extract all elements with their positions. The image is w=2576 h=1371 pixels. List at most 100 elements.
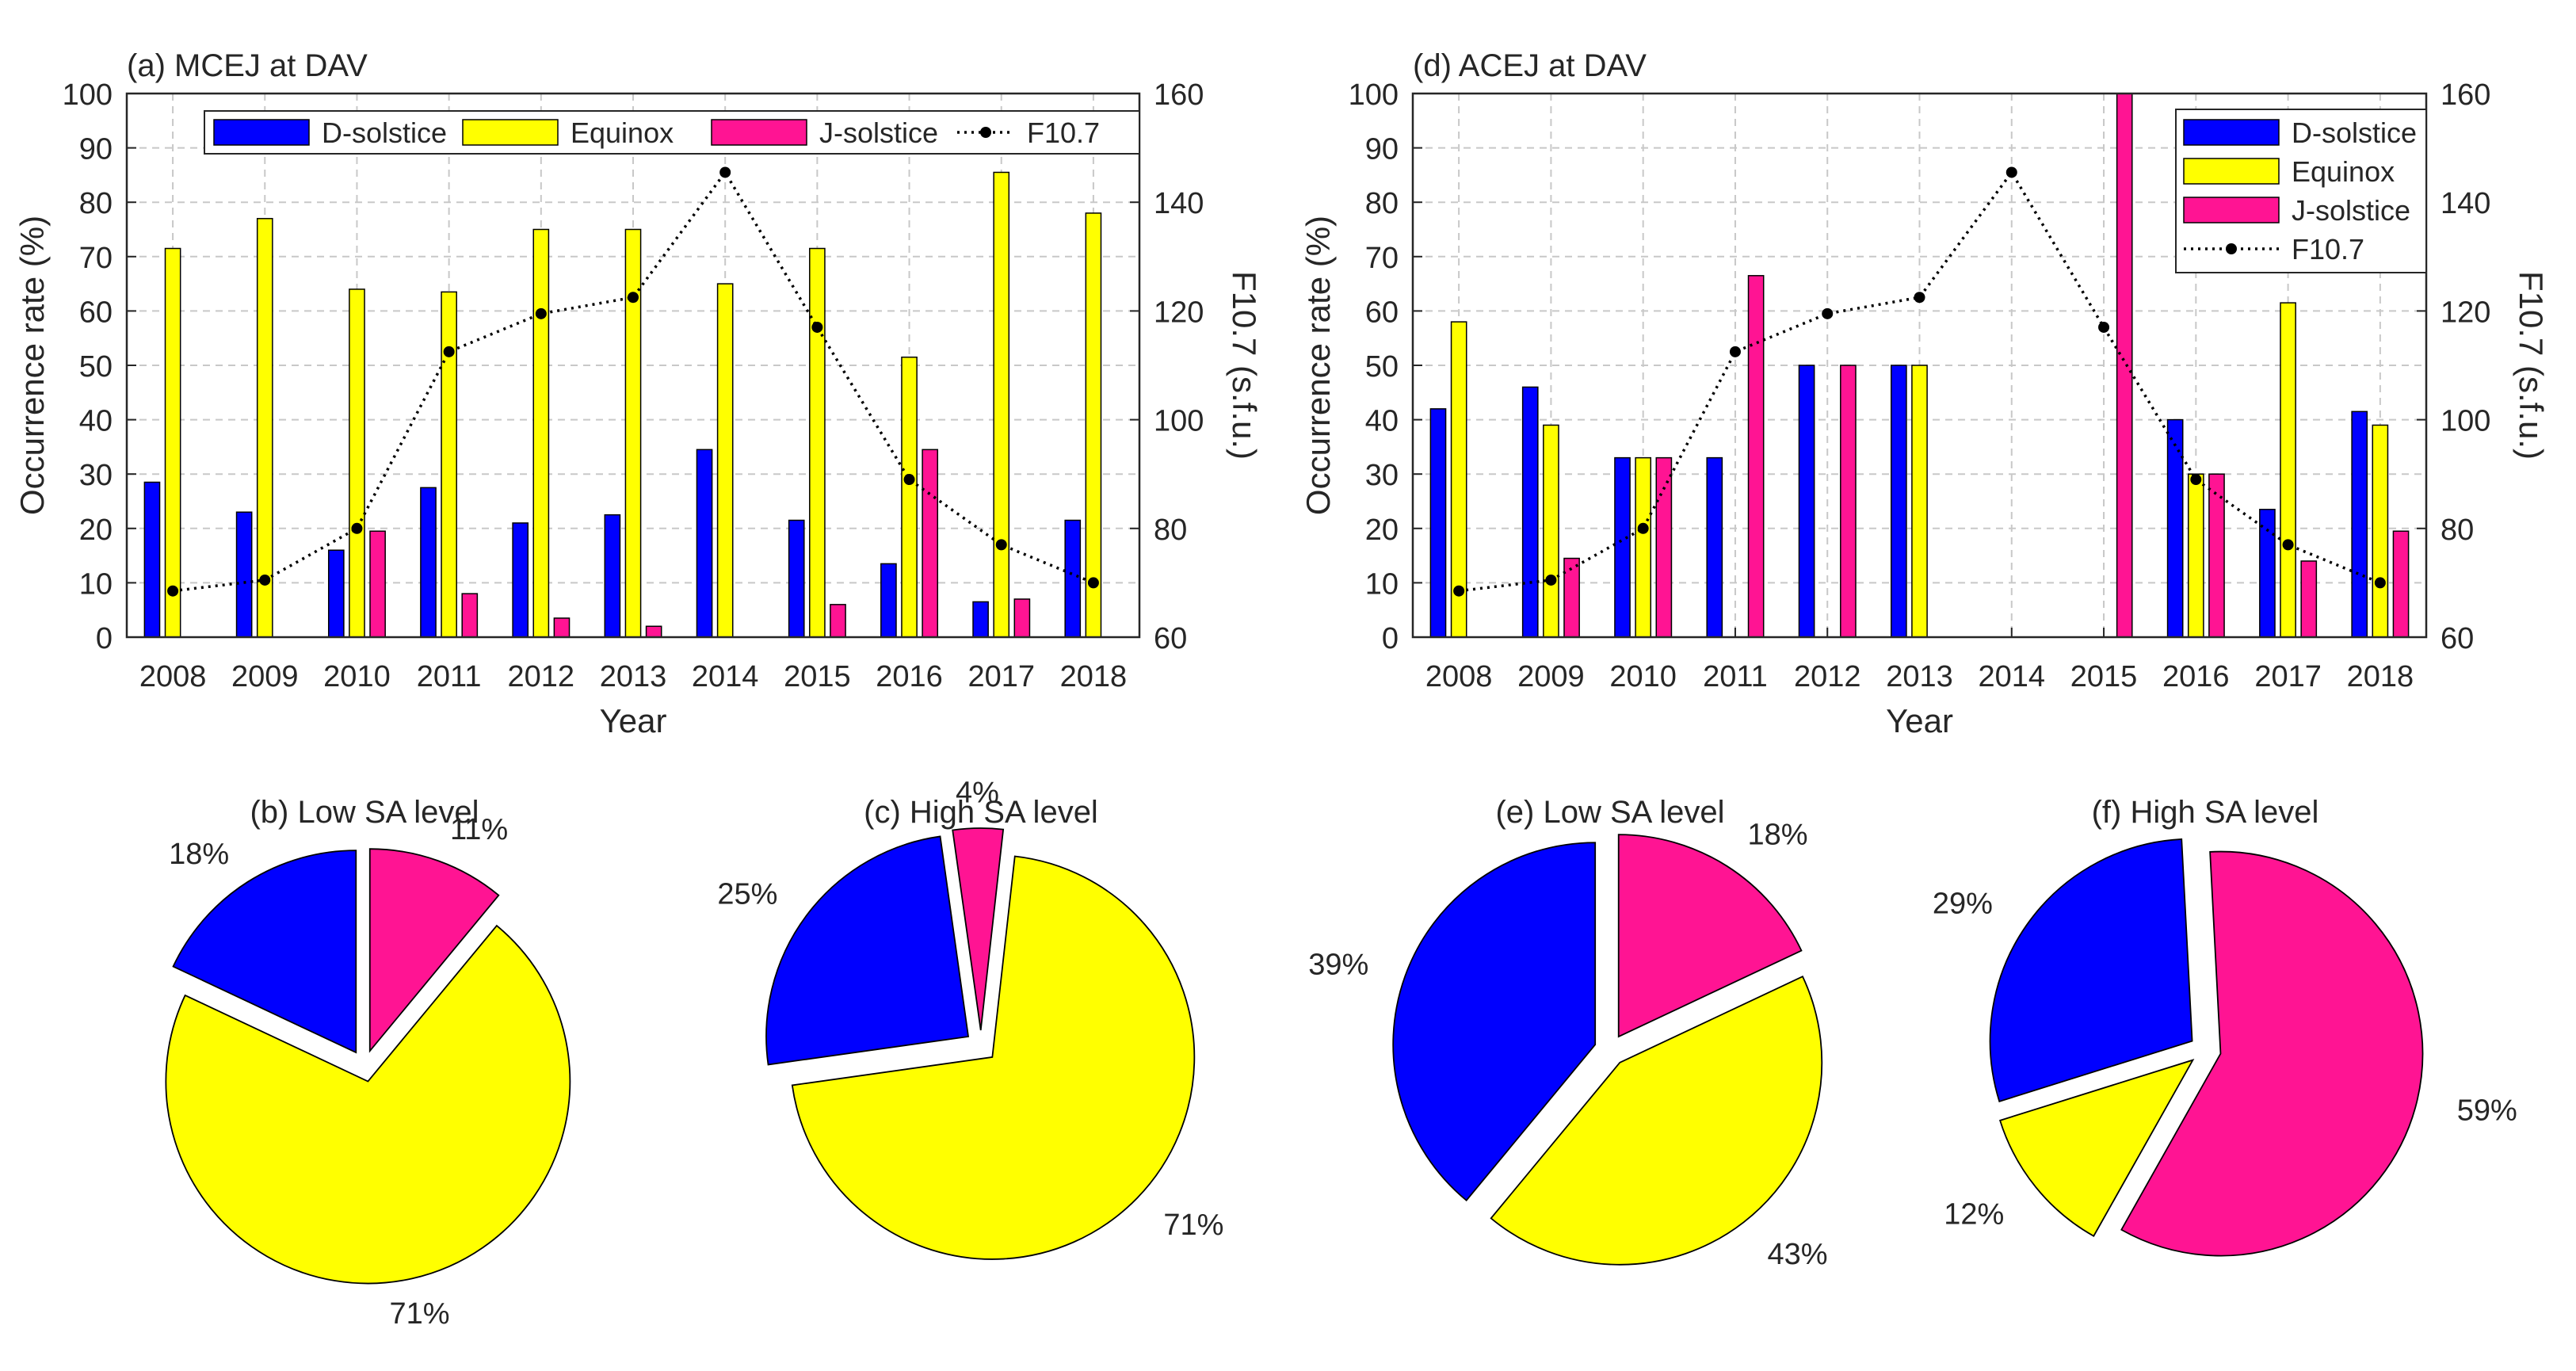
f107-point-2012 (1822, 307, 1834, 319)
legend-swatch-j-solstice (711, 119, 807, 146)
f107-point-2010 (351, 522, 363, 534)
bar-j-solstice-2017 (2300, 560, 2318, 638)
x-axis-label: Year (1886, 702, 1953, 739)
f107-point-2008 (1453, 585, 1465, 597)
x-tick-label: 2011 (417, 660, 482, 693)
y-tick-label: 40 (1365, 405, 1399, 438)
y-tick-label: 10 (79, 567, 113, 601)
chart-title: (d) ACEJ at DAV (1413, 48, 1647, 83)
y-tick-label: 90 (1365, 133, 1399, 166)
pie-label-d-solstice: 18% (169, 838, 229, 871)
pie-label-equinox: 71% (1163, 1209, 1223, 1242)
y2-tick-label: 100 (1154, 405, 1204, 438)
bar-j-solstice-2016 (922, 449, 939, 638)
y-tick-label: 70 (79, 242, 113, 275)
bar-equinox-2008 (164, 247, 181, 638)
f107-point-2017 (995, 539, 1007, 551)
x-tick-label: 2015 (784, 660, 851, 693)
x-tick-label: 2012 (508, 660, 575, 693)
axes-frame (125, 92, 1141, 639)
x-tick-label: 2014 (692, 660, 759, 693)
bar-equinox-2010 (1635, 456, 1652, 638)
y2-tick-label: 160 (1154, 78, 1204, 112)
y-tick-label: 40 (79, 405, 113, 438)
bar-j-solstice-2010 (369, 530, 386, 638)
bar-j-solstice-2011 (1747, 275, 1765, 638)
pie-label-j-solstice: 4% (956, 777, 999, 810)
legend-swatch-j-solstice (2183, 197, 2280, 223)
pie-slice-j-solstice (952, 827, 1005, 1031)
legend-swatch-marker (2226, 243, 2237, 254)
f107-point-2012 (535, 307, 547, 319)
bar-equinox-2018 (1085, 212, 1102, 638)
bar-j-solstice-2012 (1840, 365, 1857, 638)
pie-label-equinox: 12% (1944, 1197, 2004, 1231)
legend-swatch-equinox (462, 119, 559, 146)
pie-slice-equinox (1490, 976, 1823, 1266)
legend: D-solstice Equinox J-solstice F10.7 (204, 110, 1140, 155)
pie-label-d-solstice: 25% (717, 878, 777, 911)
bar-equinox-2012 (532, 228, 550, 638)
f107-point-2018 (1087, 577, 1099, 589)
legend-label: J-solstice (2292, 194, 2410, 227)
pie-slice-d-solstice (1989, 838, 2193, 1102)
bar-chart-d: 0 10 20 30 40 50 60 70 80 90 100 2008 2009 2010 2011 20… (1299, 48, 2550, 739)
y2-tick-label: 160 (2441, 78, 2490, 112)
pie-title: (b) Low SA level (250, 795, 479, 830)
x-tick-label: 2018 (1060, 660, 1128, 693)
bar-j-solstice-2013 (645, 625, 662, 638)
pie-label-equinox: 71% (390, 1297, 450, 1331)
bar-equinox-2018 (2372, 424, 2389, 638)
f107-point-2015 (2098, 321, 2110, 333)
pie-label-equinox: 43% (1767, 1238, 1827, 1271)
bar-equinox-2010 (349, 288, 365, 638)
bar-equinox-2013 (1911, 365, 1928, 638)
x-tick-label: 2017 (967, 660, 1035, 693)
bar-d-solstice-2016 (880, 563, 897, 638)
y-tick-label: 100 (1349, 78, 1399, 112)
pie-slice-d-solstice (1392, 842, 1597, 1201)
x-tick-label: 2014 (1978, 660, 2045, 693)
x-tick-label: 2015 (2070, 660, 2138, 693)
bar-d-solstice-2009 (235, 511, 253, 638)
y-tick-label: 60 (79, 296, 113, 329)
f107-point-2009 (259, 574, 271, 586)
bar-j-solstice-2018 (2392, 530, 2410, 638)
bar-equinox-2017 (2280, 302, 2296, 638)
pie-slice-j-solstice (1617, 834, 1803, 1038)
pie-slice-d-solstice (765, 835, 970, 1066)
bar-d-solstice-2018 (2351, 411, 2368, 638)
f107-point-2017 (2282, 539, 2294, 551)
bar-d-solstice-2011 (420, 487, 437, 638)
y2-tick-label: 140 (1154, 187, 1204, 220)
legend-label: D-solstice (322, 116, 447, 149)
bar-d-solstice-2010 (1614, 456, 1631, 638)
pie-title: (c) High SA level (864, 795, 1098, 830)
y2-tick-label: 140 (2441, 187, 2490, 220)
y2-tick-label: 120 (2441, 296, 2490, 329)
y-tick-label: 50 (1365, 350, 1399, 384)
bar-d-solstice-2013 (1890, 365, 1907, 638)
f107-point-2014 (719, 166, 731, 178)
bar-j-solstice-2017 (1013, 598, 1031, 638)
bar-d-solstice-2016 (2166, 418, 2184, 638)
y-tick-label: 0 (1382, 622, 1399, 655)
bar-j-solstice-2016 (2208, 473, 2225, 638)
bar-j-solstice-2011 (461, 593, 479, 638)
x-tick-label: 2012 (1794, 660, 1861, 693)
y-tick-label: 20 (79, 514, 113, 547)
x-tick-label: 2010 (1609, 660, 1677, 693)
y-tick-label: 90 (79, 133, 113, 166)
pie-chart-f: (f) High SA level 59% 12% 29% (1933, 795, 2517, 1257)
f107-line (1458, 170, 2381, 593)
x-tick-label: 2009 (1517, 660, 1585, 693)
f107-point-2008 (167, 585, 179, 597)
bar-d-solstice-2012 (512, 522, 529, 638)
pie-label-j-solstice: 59% (2457, 1094, 2517, 1128)
bar-d-solstice-2008 (1429, 408, 1447, 638)
pie-label-j-solstice: 11% (450, 813, 508, 846)
pie-title: (e) Low SA level (1495, 795, 1724, 830)
bar-d-solstice-2014 (696, 449, 713, 638)
x-axis-label: Year (600, 702, 667, 739)
pie-label-j-solstice: 18% (1748, 819, 1808, 852)
